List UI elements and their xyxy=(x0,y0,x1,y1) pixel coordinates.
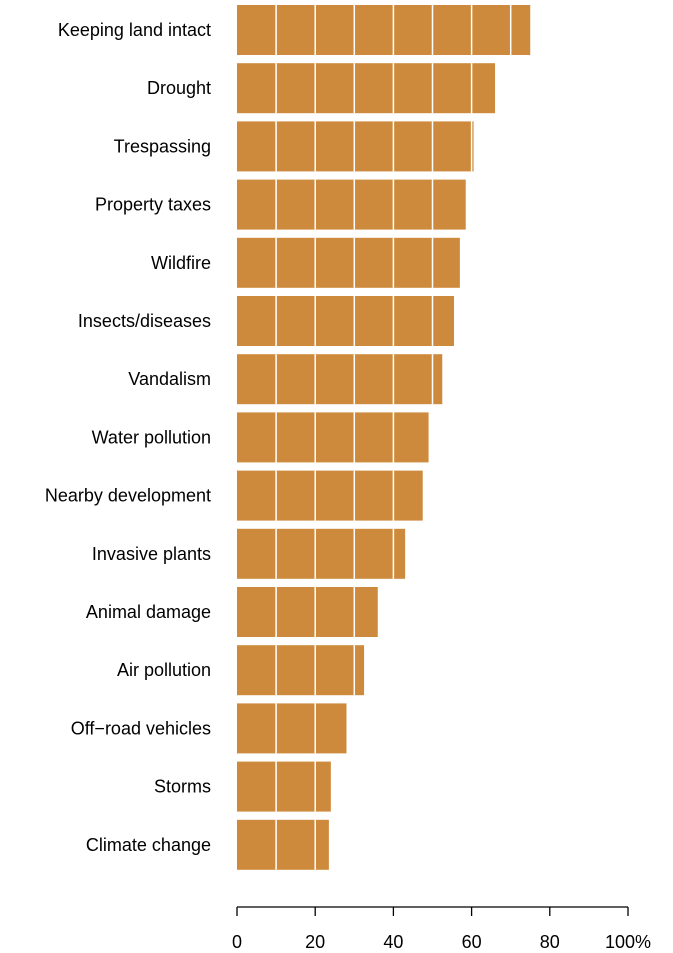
bar-8 xyxy=(237,470,423,521)
bar-12 xyxy=(237,703,347,754)
category-label: Insects/diseases xyxy=(78,311,211,331)
bar-4 xyxy=(237,237,460,288)
x-tick-label: 20 xyxy=(305,932,325,952)
category-label: Animal damage xyxy=(86,602,211,622)
bar-10 xyxy=(237,587,378,637)
gridlines-group xyxy=(275,5,512,870)
category-label: Storms xyxy=(154,777,211,797)
bar-13 xyxy=(237,761,331,812)
bar-9 xyxy=(237,528,406,579)
x-tick-label: 40 xyxy=(383,932,403,952)
x-axis: 0 20 40 60 80 100% xyxy=(232,906,651,952)
x-tick-label: 100% xyxy=(605,932,651,952)
bar-14 xyxy=(237,819,329,870)
x-tick-label: 60 xyxy=(462,932,482,952)
category-label: Drought xyxy=(147,78,211,98)
bar-3 xyxy=(237,179,466,230)
bar-6 xyxy=(237,354,443,405)
bars-group xyxy=(237,5,531,870)
category-label: Air pollution xyxy=(117,660,211,680)
bar-2 xyxy=(237,121,474,172)
bar-7 xyxy=(237,412,429,463)
category-label: Property taxes xyxy=(95,195,211,215)
category-label: Invasive plants xyxy=(92,544,211,564)
category-labels-group: Keeping land intact Drought Trespassing Pro… xyxy=(45,20,211,855)
category-label: Wildfire xyxy=(151,253,211,273)
category-label: Climate change xyxy=(86,835,211,855)
bar-5 xyxy=(237,296,455,346)
x-tick-label: 0 xyxy=(232,932,242,952)
category-label: Water pollution xyxy=(92,427,211,447)
category-label: Off−road vehicles xyxy=(71,718,211,738)
x-tick-label: 80 xyxy=(540,932,560,952)
category-label: Trespassing xyxy=(114,136,211,156)
category-label: Nearby development xyxy=(45,486,211,506)
bar-0 xyxy=(237,5,531,55)
category-label: Keeping land intact xyxy=(58,20,211,40)
category-label: Vandalism xyxy=(128,369,211,389)
bar-11 xyxy=(237,645,365,696)
bar-1 xyxy=(237,63,496,114)
